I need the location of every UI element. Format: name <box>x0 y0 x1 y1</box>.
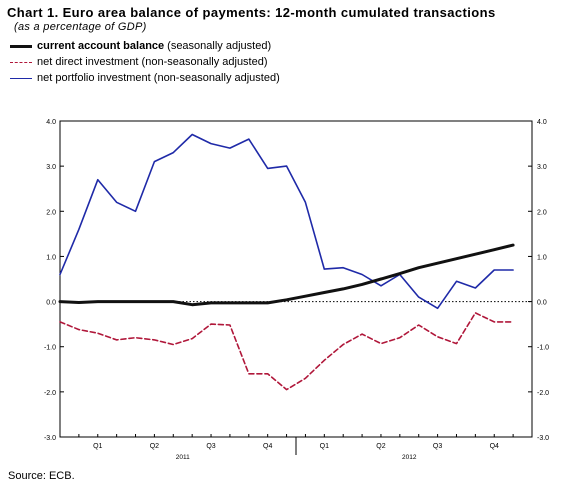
series-line-net-portfolio-investment <box>59 133 514 310</box>
chart-legend: current account balance (seasonally adju… <box>10 38 280 86</box>
series-line-current-account-balance <box>58 243 515 307</box>
y-tick-label-right: 0.0 <box>537 300 547 307</box>
x-quarter-label: Q4 <box>263 443 272 450</box>
y-tick-label-left: 0.0 <box>46 300 56 307</box>
x-quarter-label: Q3 <box>206 443 215 450</box>
y-tick-label-right: -1.0 <box>537 345 549 352</box>
x-year-label: 2012 <box>402 454 417 461</box>
y-tick-label-right: -3.0 <box>537 435 549 442</box>
chart-title: Chart 1. Euro area balance of payments: … <box>7 5 496 20</box>
y-tick-label-right: 2.0 <box>537 209 547 216</box>
x-quarter-label: Q2 <box>150 443 159 450</box>
x-quarter-label: Q3 <box>433 443 442 450</box>
x-quarter-label: Q2 <box>376 443 385 450</box>
legend-swatch-direct-investment <box>10 61 32 63</box>
chart-subtitle: (as a percentage of GDP) <box>14 21 147 33</box>
legend-label-detail: net portfolio investment (non-seasonally… <box>37 72 280 84</box>
y-tick-label-right: 4.0 <box>537 119 547 126</box>
x-quarter-label: Q4 <box>490 443 499 450</box>
plot-area-frame <box>59 120 533 438</box>
legend-item-direct-investment: net direct investment (non-seasonally ad… <box>10 54 280 70</box>
series-line-net-direct-investment <box>59 312 514 391</box>
legend-swatch-current-account <box>10 44 32 48</box>
y-tick-label-left: 3.0 <box>46 164 56 171</box>
x-quarter-label: Q1 <box>93 443 102 450</box>
source-note: Source: ECB. <box>8 470 75 482</box>
y-tick-label-left: 2.0 <box>46 209 56 216</box>
legend-item-current-account: current account balance (seasonally adju… <box>10 38 280 54</box>
legend-item-portfolio-investment: net portfolio investment (non-seasonally… <box>10 70 280 86</box>
legend-label-main: current account balance <box>37 40 165 52</box>
y-tick-label-left: 4.0 <box>46 119 56 126</box>
y-tick-label-left: -2.0 <box>44 390 56 397</box>
y-tick-label-right: 1.0 <box>537 254 547 261</box>
y-tick-label-left: 1.0 <box>46 254 56 261</box>
y-tick-label-left: -3.0 <box>44 435 56 442</box>
y-tick-label-right: 3.0 <box>537 164 547 171</box>
y-tick-label-left: -1.0 <box>44 345 56 352</box>
legend-swatch-portfolio-investment <box>10 77 32 79</box>
x-year-label: 2011 <box>176 454 190 461</box>
legend-label-detail: (seasonally adjusted) <box>167 40 272 52</box>
legend-label-detail: net direct investment (non-seasonally ad… <box>37 56 268 68</box>
y-tick-label-right: -2.0 <box>537 390 549 397</box>
x-quarter-label: Q1 <box>320 443 329 450</box>
